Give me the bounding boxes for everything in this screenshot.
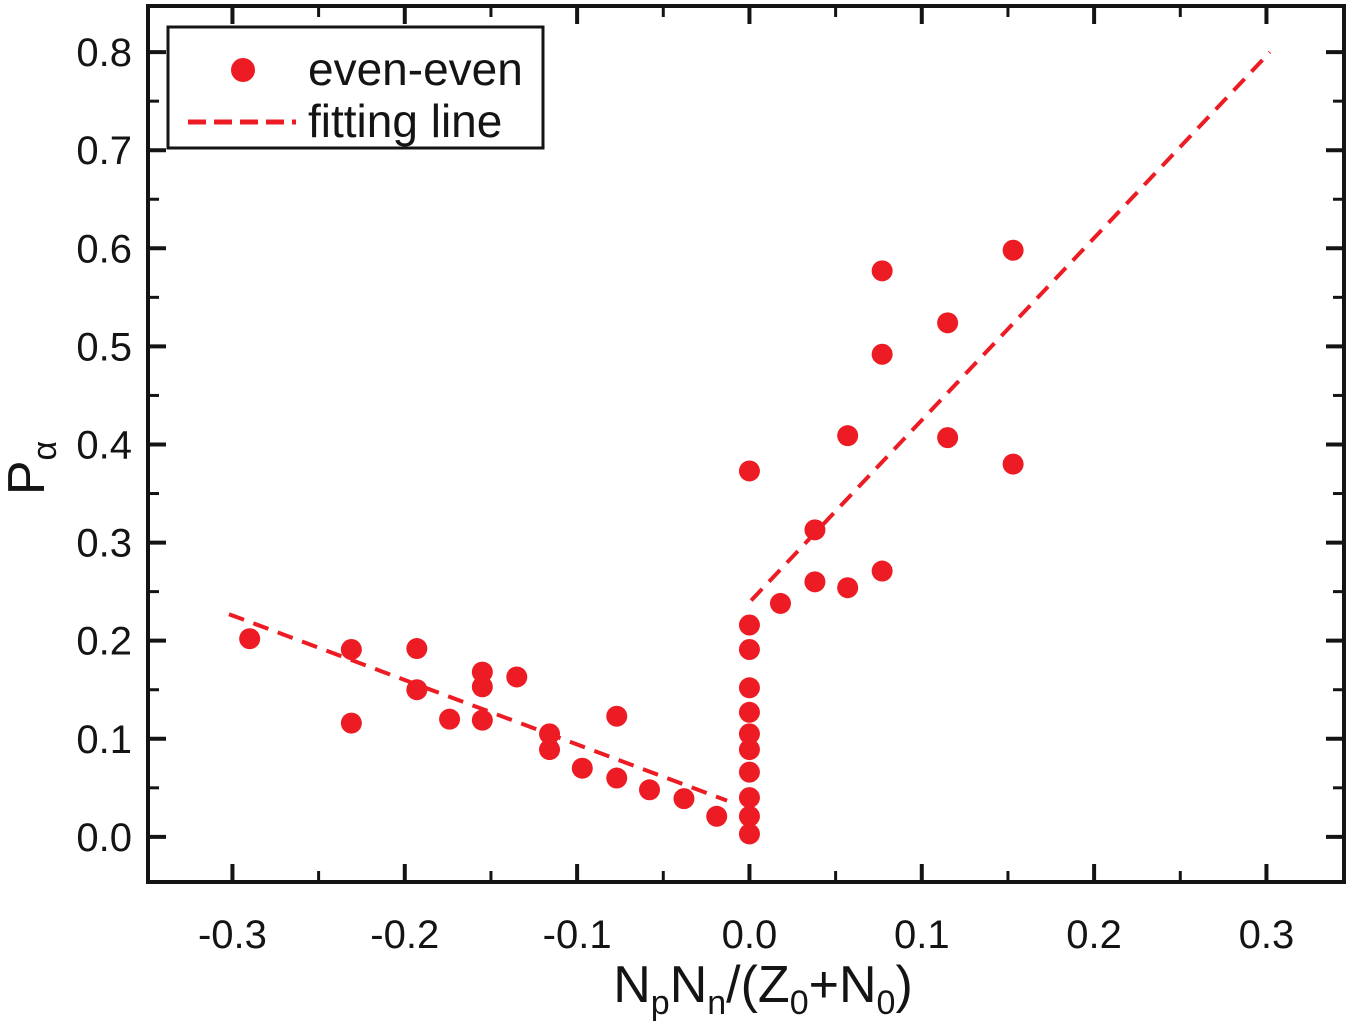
- data-point: [837, 425, 859, 447]
- data-point: [539, 739, 561, 761]
- data-point: [769, 592, 791, 614]
- y-tick-label: 0.0: [76, 816, 132, 860]
- data-point: [606, 705, 628, 727]
- x-axis-title: NpNn/(Z0+N0): [613, 956, 913, 1022]
- fitting-line-segment-1: [228, 612, 728, 803]
- plot-frame: [146, 4, 1346, 884]
- legend-marker-circle: [231, 58, 255, 82]
- data-point: [706, 805, 728, 827]
- data-point: [738, 761, 760, 783]
- fitting-line-segment-2: [749, 50, 1272, 602]
- data-point: [606, 767, 628, 789]
- y-axis-title: Pα: [0, 441, 64, 495]
- data-point: [1002, 239, 1024, 261]
- legend-label-fitting-line: fitting line: [308, 95, 502, 147]
- x-tick-label: -0.3: [198, 913, 267, 957]
- data-point: [738, 701, 760, 723]
- data-point: [738, 677, 760, 699]
- y-tick-label: 0.6: [76, 227, 132, 271]
- data-point: [738, 739, 760, 761]
- data-point: [239, 628, 261, 650]
- data-point: [738, 787, 760, 809]
- y-tick-label: 0.7: [76, 129, 132, 173]
- data-point: [1002, 453, 1024, 475]
- data-point: [506, 666, 528, 688]
- data-point: [871, 260, 893, 282]
- x-tick-label: 0.1: [894, 913, 950, 957]
- data-point: [406, 679, 428, 701]
- x-tick-label: -0.1: [543, 913, 612, 957]
- y-tick-label: 0.4: [76, 423, 132, 467]
- data-point: [871, 560, 893, 582]
- data-point: [638, 779, 660, 801]
- x-tick-label: 0.3: [1239, 913, 1295, 957]
- data-point: [738, 723, 760, 745]
- y-tick-label: 0.2: [76, 620, 132, 664]
- legend-box: [166, 25, 545, 150]
- x-tick-label: 0.0: [722, 913, 778, 957]
- data-point: [439, 708, 461, 730]
- data-point: [406, 638, 428, 660]
- data-point: [673, 788, 695, 810]
- y-tick-label: 0.5: [76, 325, 132, 369]
- data-point: [937, 427, 959, 449]
- data-point: [837, 577, 859, 599]
- y-tick-label: 0.1: [76, 718, 132, 762]
- data-point: [539, 723, 561, 745]
- data-point: [571, 757, 593, 779]
- data-point: [738, 614, 760, 636]
- data-point: [471, 709, 493, 731]
- data-point: [340, 712, 362, 734]
- data-point: [804, 519, 826, 541]
- y-tick-label: 0.8: [76, 31, 132, 75]
- data-point: [738, 460, 760, 482]
- data-point: [804, 571, 826, 593]
- x-tick-label: 0.2: [1066, 913, 1122, 957]
- data-point: [937, 312, 959, 334]
- data-point: [871, 343, 893, 365]
- data-point: [340, 639, 362, 661]
- legend-label-even-even: even-even: [308, 43, 523, 95]
- data-point: [738, 805, 760, 827]
- data-point: [738, 639, 760, 661]
- data-point: [471, 661, 493, 683]
- data-point: [738, 823, 760, 845]
- y-tick-label: 0.3: [76, 522, 132, 566]
- x-tick-label: -0.2: [370, 913, 439, 957]
- data-point: [471, 676, 493, 698]
